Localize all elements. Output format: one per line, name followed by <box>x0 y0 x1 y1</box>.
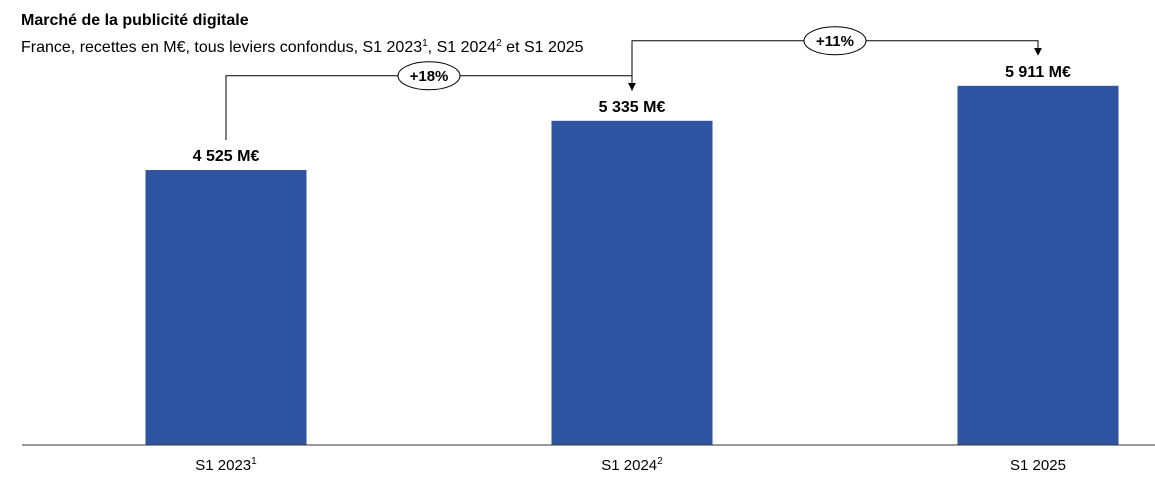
value-label-1: 4 525 M€ <box>193 148 260 165</box>
value-label-2: 5 335 M€ <box>599 99 666 116</box>
bar-2 <box>551 120 713 446</box>
chart-subtitle: France, recettes en M€, tous leviers con… <box>21 39 584 57</box>
subtitle-footnote-1: 1 <box>422 38 428 49</box>
growth-label-1: +18% <box>410 68 449 85</box>
subtitle-end: et S1 2025 <box>501 39 584 56</box>
bar-3 <box>957 85 1119 445</box>
subtitle-main: France, recettes en M€, tous leviers con… <box>21 39 423 56</box>
value-label-3: 5 911 M€ <box>1005 64 1071 81</box>
chart-title: Marché de la publicité digitale <box>21 12 249 29</box>
category-footnote-2: 2 <box>657 456 663 467</box>
growth-pill-1 <box>397 61 461 91</box>
growth-pill-2 <box>803 26 867 56</box>
bar-1 <box>145 170 307 445</box>
category-footnote-1: 1 <box>251 456 257 467</box>
category-label-1: S1 20231 <box>195 456 257 474</box>
category-label-3: S1 2025 <box>1010 457 1066 474</box>
growth-label-2: +11% <box>816 33 854 50</box>
subtitle-mid: , S1 2024 <box>427 39 497 56</box>
subtitle-footnote-2: 2 <box>496 38 502 49</box>
category-label-2: S1 20242 <box>601 456 663 474</box>
